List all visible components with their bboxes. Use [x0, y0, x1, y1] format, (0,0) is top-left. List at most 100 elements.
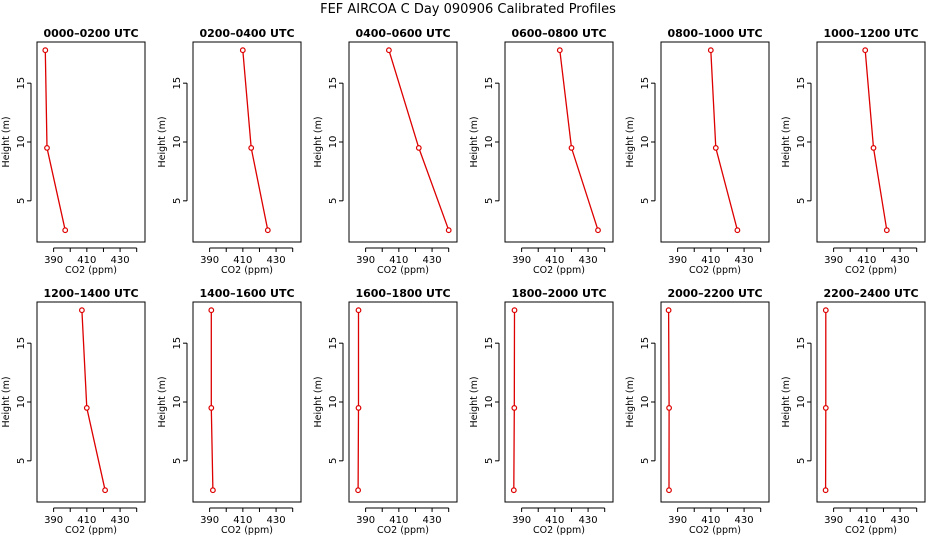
data-point [208, 405, 215, 411]
data-point [862, 47, 869, 54]
y-tick-label: 15 [796, 337, 807, 350]
data-point [822, 405, 829, 411]
x-axis-label: CO2 (ppm) [845, 525, 897, 536]
x-axis-label: CO2 (ppm) [845, 265, 897, 276]
y-tick-label: 15 [640, 337, 651, 350]
plot-frame [504, 301, 614, 503]
x-tick-label: 430 [579, 255, 598, 266]
x-tick-label: 390 [200, 515, 219, 526]
series-line [44, 50, 66, 231]
series-line [242, 50, 269, 231]
series-line [710, 50, 739, 231]
x-axis-label: CO2 (ppm) [377, 265, 429, 276]
x-tick-label: 410 [233, 255, 252, 266]
y-tick-label: 10 [796, 396, 807, 409]
data-point [355, 405, 362, 411]
y-tick-label: 15 [484, 77, 495, 90]
x-tick-label: 410 [233, 515, 252, 526]
x-tick-label: 390 [200, 255, 219, 266]
panel-title: 0800–1000 UTC [667, 27, 762, 40]
x-tick-label: 390 [668, 515, 687, 526]
series-line [864, 50, 888, 231]
data-point [83, 405, 90, 411]
y-tick-label: 15 [172, 337, 183, 350]
plot-frame [504, 41, 614, 243]
y-axis-label: Height (m) [1, 376, 12, 427]
x-tick-label: 430 [735, 255, 754, 266]
y-tick-label: 10 [796, 136, 807, 149]
data-point [511, 307, 518, 314]
panel-title: 0000–0200 UTC [43, 27, 138, 40]
y-tick-label: 5 [484, 198, 495, 204]
data-point [595, 227, 601, 234]
data-point [734, 227, 741, 234]
plot-frame [36, 301, 146, 503]
plot-frame [348, 41, 458, 243]
x-tick-label: 410 [389, 515, 408, 526]
data-point [883, 227, 890, 234]
x-tick-label: 390 [356, 255, 375, 266]
x-tick-label: 430 [111, 255, 130, 266]
y-axis-label: Height (m) [157, 376, 168, 427]
series-line [667, 310, 670, 491]
x-tick-label: 410 [857, 255, 876, 266]
page-title: FEF AIRCOA C Day 090906 Calibrated Profi… [320, 2, 616, 17]
x-tick-label: 390 [824, 515, 843, 526]
data-point [666, 487, 672, 494]
x-tick-label: 390 [44, 255, 63, 266]
data-point [510, 487, 517, 494]
y-tick-label: 15 [796, 77, 807, 90]
plot-frame [348, 301, 458, 503]
y-tick-label: 10 [172, 136, 183, 149]
data-point [239, 47, 246, 54]
x-tick-label: 390 [512, 255, 531, 266]
series-line [559, 50, 599, 231]
x-tick-label: 390 [824, 255, 843, 266]
x-tick-label: 390 [44, 515, 63, 526]
data-point [511, 405, 518, 411]
panel-title: 0400–0600 UTC [355, 27, 450, 40]
y-tick-label: 5 [328, 458, 339, 464]
y-tick-label: 15 [16, 337, 27, 350]
panel-title: 2200–2400 UTC [823, 287, 918, 300]
x-tick-label: 410 [545, 255, 564, 266]
x-tick-label: 430 [267, 515, 286, 526]
y-axis-label: Height (m) [625, 116, 636, 167]
data-point [568, 144, 575, 151]
y-tick-label: 10 [328, 396, 339, 409]
x-axis-label: CO2 (ppm) [533, 265, 585, 276]
y-tick-label: 10 [640, 396, 651, 409]
x-axis-label: CO2 (ppm) [689, 525, 741, 536]
y-axis-label: Height (m) [313, 376, 324, 427]
x-axis-label: CO2 (ppm) [65, 525, 117, 536]
x-tick-label: 390 [512, 515, 531, 526]
data-point [78, 307, 85, 314]
x-axis-label: CO2 (ppm) [221, 265, 273, 276]
x-tick-label: 410 [77, 255, 96, 266]
plot-frame [36, 41, 146, 243]
y-tick-label: 5 [328, 198, 339, 204]
y-axis-label: Height (m) [781, 376, 792, 427]
y-axis-label: Height (m) [781, 116, 792, 167]
y-tick-label: 10 [328, 136, 339, 149]
panel-title: 2000–2200 UTC [667, 287, 762, 300]
plot-frame [660, 41, 770, 243]
x-tick-label: 430 [891, 515, 910, 526]
x-axis-label: CO2 (ppm) [377, 525, 429, 536]
y-axis-label: Height (m) [469, 116, 480, 167]
data-point [665, 307, 672, 314]
data-point [386, 47, 392, 54]
plot-frame [192, 301, 302, 503]
x-axis-label: CO2 (ppm) [533, 525, 585, 536]
y-tick-label: 5 [16, 198, 27, 204]
panel-title: 1600–1800 UTC [355, 287, 450, 300]
y-axis-label: Height (m) [1, 116, 12, 167]
